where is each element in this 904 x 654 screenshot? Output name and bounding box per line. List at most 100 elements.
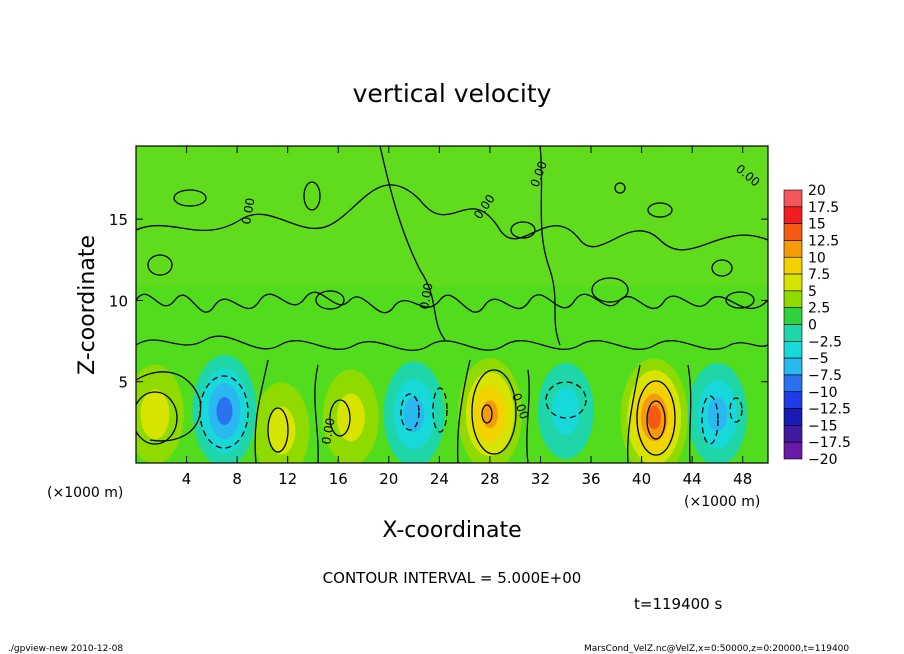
x-tick-label: 28: [480, 470, 499, 488]
footer-left: ./gpview-new 2010-12-08: [8, 644, 123, 654]
colorbar-swatch: [783, 307, 803, 325]
x-tick-label: 16: [329, 470, 348, 488]
x-tick-label: 8: [232, 470, 242, 488]
plot-area: 0.00 0.00 0.00 0.00 0.00 0.00 0.00 4 8 12 1…: [109, 145, 769, 488]
colorbar-swatch: [783, 441, 803, 460]
x-tick-label: 24: [430, 470, 449, 488]
x-unit-note-left: (×1000 m): [47, 485, 123, 501]
contour-interval: CONTOUR INTERVAL = 5.000E+00: [323, 569, 582, 587]
zero-contour-mid: [136, 335, 768, 351]
colorbar-label: 17.5: [808, 200, 839, 216]
zero-contour-top: [136, 184, 768, 251]
colorbar-swatch: [783, 189, 803, 208]
updraft-core: [457, 358, 522, 463]
colorbar-swatch: [783, 341, 803, 359]
contour-island: [303, 181, 321, 211]
contour-minus5: [400, 393, 420, 431]
contour-island: [591, 277, 629, 303]
x-tick-label: 32: [531, 470, 550, 488]
colorbar-label: −10: [808, 385, 838, 401]
updraft-core: [136, 364, 184, 463]
contour-island: [315, 290, 345, 310]
contour-plus5: [267, 407, 289, 453]
colorbar-label: −7.5: [808, 368, 842, 384]
contour-plus10: [481, 404, 493, 424]
downdraft-core: [192, 354, 257, 463]
colorbar-swatch: [783, 425, 803, 443]
contour-label: 0.00: [239, 197, 257, 226]
colorbar-label: 0: [808, 318, 817, 334]
updraft-core: [322, 369, 379, 463]
x-tick-label: 12: [278, 470, 297, 488]
zero-contour-low: [627, 364, 641, 463]
zero-contour-plume2: [539, 146, 561, 346]
updraft-level: [267, 406, 296, 455]
updraft-core: [253, 382, 310, 463]
contour-island: [147, 254, 173, 276]
x-tick-label: 4: [182, 470, 192, 488]
downdraft-level: [551, 386, 580, 435]
contour-plus5: [136, 391, 178, 445]
zero-contour-low: [687, 364, 692, 463]
downdraft-core: [383, 361, 445, 463]
velocity-field: [136, 146, 768, 463]
colorbar-label: −5: [808, 351, 829, 367]
contour-label: 0.00: [417, 282, 435, 311]
contour-label: 0.00: [319, 417, 337, 446]
contour-plus5: [329, 399, 351, 437]
colorbar-swatch: [783, 391, 803, 409]
contour-minus5: [545, 381, 587, 419]
zero-contour-plume: [379, 146, 446, 341]
zero-contour-low: [254, 359, 269, 463]
plot-frame: [135, 145, 769, 464]
colorbar-label: −2.5: [808, 334, 842, 350]
footer-right: MarsCond_VelZ.nc@VelZ,x=0:50000,z=0:2000…: [584, 644, 849, 654]
colorbar-label: 10: [808, 250, 826, 266]
contour-island: [614, 182, 626, 194]
x-unit-note-right: (×1000 m): [684, 494, 760, 510]
contour-island: [711, 259, 733, 277]
contour-plus5: [471, 369, 517, 455]
downdraft-core: [537, 362, 594, 459]
colorbar-swatch: [783, 273, 803, 292]
x-axis-label: X-coordinate: [382, 518, 521, 543]
contour-lines: [136, 146, 768, 463]
contour-island: [647, 202, 673, 218]
colorbar-swatch: [783, 374, 803, 393]
colorbar-label: −17.5: [808, 435, 851, 451]
updraft-level: [140, 389, 170, 440]
colorbar-swatch: [783, 206, 803, 224]
colorbar-swatch: [783, 324, 803, 342]
colorbar-swatch: [783, 256, 803, 275]
y-axis-label: Z-coordinate: [75, 235, 100, 375]
x-tick-label: 20: [379, 470, 398, 488]
y-ticks: 5 10 15: [109, 211, 768, 392]
contour-minus5: [729, 397, 743, 423]
contour-minus5: [432, 387, 448, 433]
y-tick-label: 10: [109, 292, 128, 310]
zero-contour-upper: [136, 291, 768, 314]
x-tick-label: 40: [632, 470, 651, 488]
colorbar-label: −20: [808, 452, 838, 468]
colorbar-label: 15: [808, 217, 826, 233]
x-tick-label: 48: [733, 470, 752, 488]
zero-contour-low: [136, 371, 202, 442]
colorbar-label: 2.5: [808, 301, 830, 317]
colorbar-swatch: [783, 357, 803, 376]
colorbar-swatch: [783, 240, 803, 258]
chart-title: vertical velocity: [353, 79, 552, 108]
y-tick-label: 5: [118, 374, 128, 392]
x-ticks: 4 8 12 16 20 24 28 32 36 40 44 48: [182, 146, 752, 488]
x-tick-label: 36: [581, 470, 600, 488]
zero-contour-low: [456, 359, 471, 463]
contour-island: [510, 221, 536, 239]
colorbar-label: 12.5: [808, 233, 839, 249]
zero-contour-low: [314, 364, 319, 463]
updraft-level: [481, 400, 498, 429]
colorbar-swatch: [783, 223, 803, 241]
contour-island: [725, 291, 755, 309]
contour-plus10: [646, 400, 666, 440]
contour-plus5: [636, 380, 676, 456]
updraft-level: [336, 393, 365, 442]
